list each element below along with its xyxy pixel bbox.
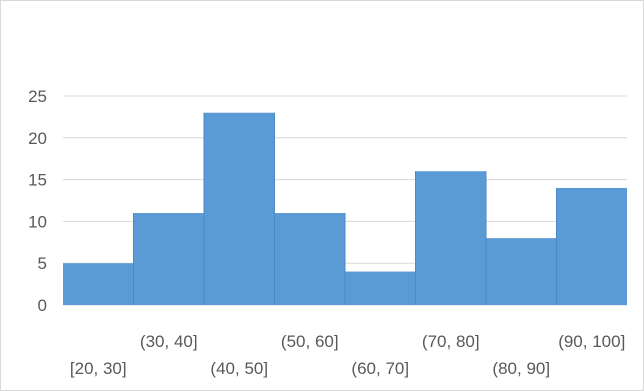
bar-3 [274,213,345,305]
x-category-label: (70, 80] [422,332,480,351]
x-category-label: (30, 40] [140,332,198,351]
bar-4 [345,271,416,305]
x-category-label: (90, 100] [558,332,625,351]
bar-7 [556,187,627,305]
bar-2 [204,112,275,305]
x-category-label: (60, 70] [351,359,409,378]
y-tick-label: 0 [38,296,47,315]
bars [63,112,627,305]
y-tick-label: 15 [28,171,47,190]
y-tick-label: 25 [28,87,47,106]
y-tick-label: 10 [28,212,47,231]
x-category-label: (40, 50] [210,359,268,378]
bar-6 [486,238,557,305]
x-category-label: [20, 30] [70,359,127,378]
x-category-label: (80, 90] [492,359,550,378]
y-tick-label: 5 [38,254,47,273]
bar-0 [63,263,134,305]
bar-5 [415,171,486,305]
y-axis-tick-labels: 0 5 10 15 20 25 [28,87,47,315]
x-axis-category-labels: [20, 30] (30, 40] (40, 50] (50, 60] (60, 70]… [70,332,625,378]
y-tick-label: 20 [28,129,47,148]
x-category-label: (50, 60] [281,332,339,351]
bar-1 [133,213,204,305]
